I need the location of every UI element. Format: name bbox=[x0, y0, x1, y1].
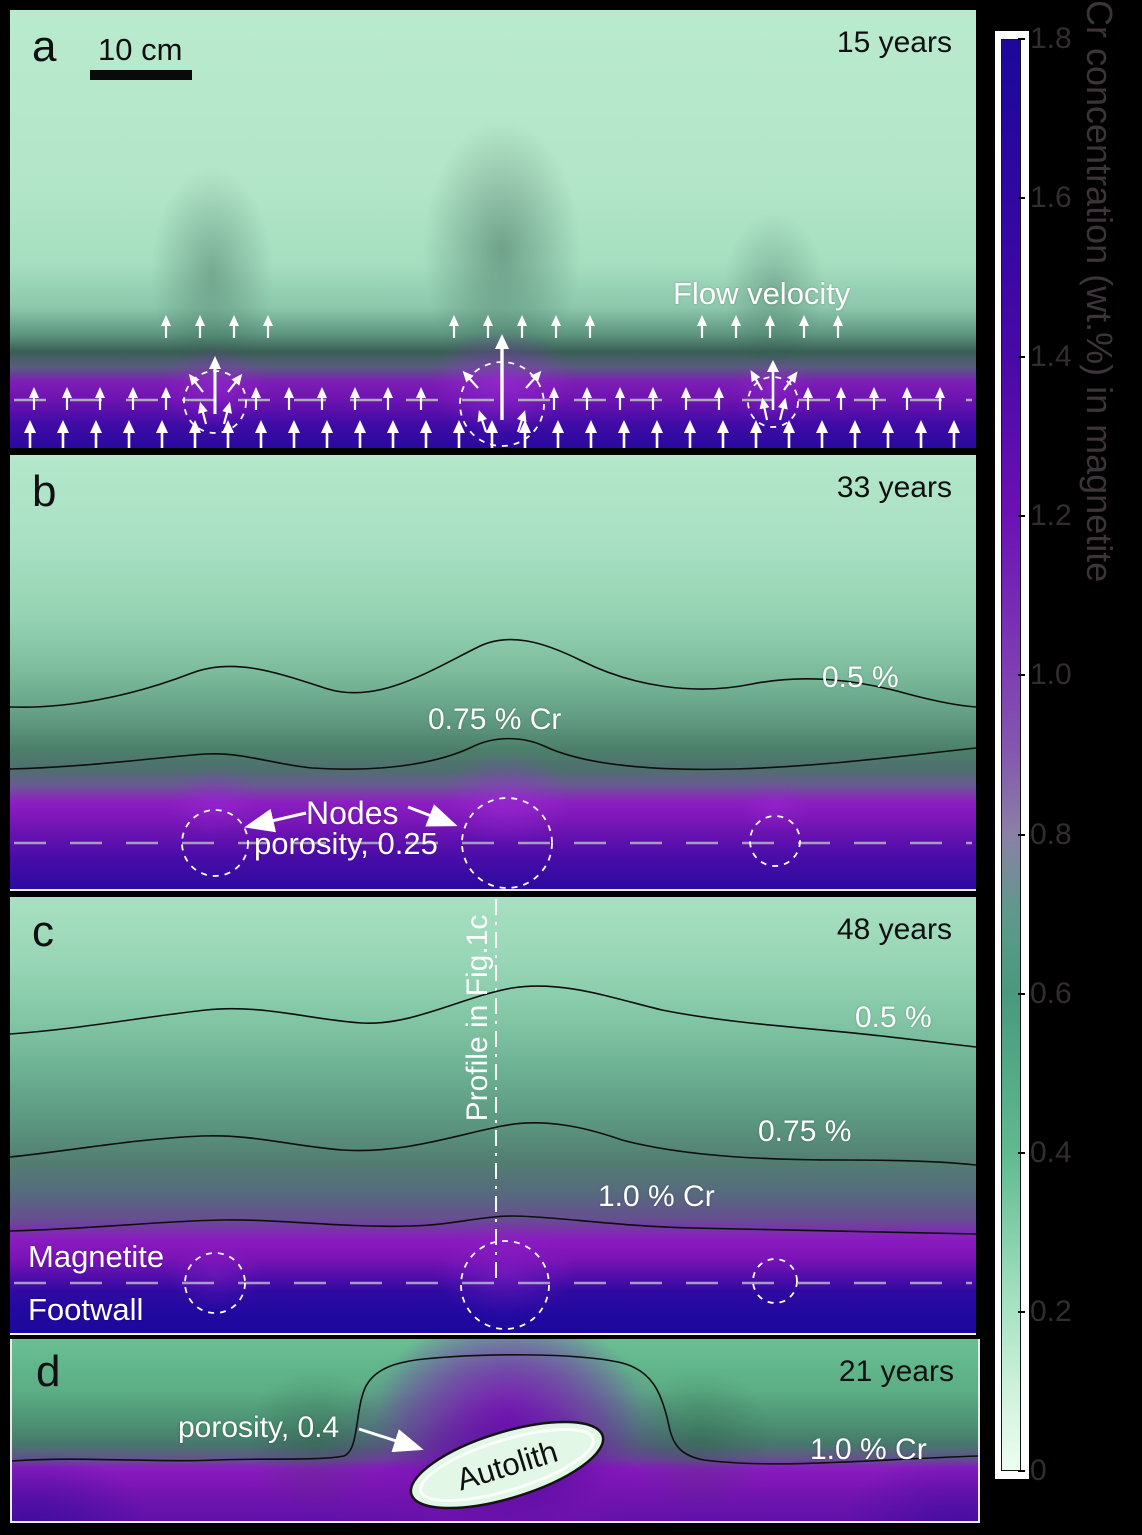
porosity-label: porosity, 0.25 bbox=[254, 826, 438, 861]
panel-d: Autolith d 21 years porosity, 0.4 1.0 % … bbox=[10, 1339, 980, 1523]
profile-label: Profile in Fig.1c bbox=[461, 914, 494, 1122]
time-label: 21 years bbox=[838, 1355, 954, 1388]
flow-arrow-row-mid-2 bbox=[249, 385, 428, 412]
panel-a-graphics bbox=[14, 313, 972, 448]
contour-label-0.5: 0.5 % bbox=[855, 1001, 932, 1034]
flow-velocity-label: Flow velocity bbox=[673, 276, 851, 311]
panel-label: a bbox=[32, 22, 57, 71]
panel-label: b bbox=[32, 467, 57, 516]
porosity-node-circle bbox=[749, 815, 801, 867]
porosity-node-circle bbox=[459, 361, 545, 447]
scalebar-label: 10 cm bbox=[98, 32, 183, 67]
colorbar-tick: 1.0 bbox=[1018, 658, 1110, 692]
porosity-node-circle bbox=[747, 376, 799, 428]
colorbar-tick: 1.6 bbox=[1018, 181, 1110, 215]
colorbar-tick: 0 bbox=[1018, 1454, 1110, 1488]
autolith: Autolith bbox=[409, 1420, 605, 1510]
contour-1.0 bbox=[10, 1215, 976, 1235]
time-label: 48 years bbox=[836, 913, 952, 946]
colorbar-tick: 1.4 bbox=[1018, 340, 1110, 374]
node-arrows-center bbox=[457, 334, 547, 435]
panel-label: d bbox=[36, 1347, 61, 1396]
porosity-node-circle bbox=[752, 1258, 798, 1304]
contour-label-1.0: 1.0 % Cr bbox=[810, 1433, 927, 1466]
magnetite-label: Magnetite bbox=[28, 1239, 165, 1274]
contour-0.5 bbox=[10, 638, 976, 709]
node-arrows-left bbox=[183, 356, 248, 427]
flow-arrow-row-bottom bbox=[22, 418, 962, 448]
colorbar-tick: 0.2 bbox=[1018, 1295, 1110, 1329]
flow-arrow-row-top-left bbox=[159, 313, 275, 340]
colorbar-tick: 0.4 bbox=[1018, 1136, 1110, 1170]
contour-label-1.0: 1.0 % Cr bbox=[598, 1180, 715, 1213]
panel-label: c bbox=[32, 907, 54, 956]
contour-0.75 bbox=[10, 737, 976, 771]
panel-a: a 10 cm 15 years Flow velocity bbox=[10, 10, 976, 448]
contour-label-0.75: 0.75 % Cr bbox=[428, 703, 562, 736]
flow-arrow-row-mid-1 bbox=[27, 385, 173, 412]
panel-b: b 33 years 0.5 % 0.75 % Cr Nodes porosit… bbox=[10, 455, 976, 891]
nodes-annotation-arrow-left bbox=[244, 808, 307, 833]
node-arrows-right bbox=[745, 360, 803, 423]
flow-arrow-row-mid-3 bbox=[547, 385, 726, 412]
flow-arrow-row-top-center bbox=[447, 313, 597, 340]
colorbar-title: Cr concentration (wt.%) in magnetite bbox=[1079, 0, 1120, 583]
porosity-node-circle bbox=[183, 370, 247, 434]
colorbar-gradient bbox=[1001, 39, 1021, 1471]
footwall-label: Footwall bbox=[28, 1292, 144, 1327]
nodes-label: Nodes bbox=[306, 795, 399, 831]
panel-c-graphics bbox=[10, 899, 976, 1330]
colorbar-tick: 0.8 bbox=[1018, 818, 1110, 852]
time-label: 33 years bbox=[836, 471, 952, 504]
colorbar-tick: 1.8 bbox=[1018, 22, 1110, 56]
time-label: 15 years bbox=[836, 26, 952, 59]
flow-arrow-row-mid-4 bbox=[801, 385, 947, 412]
flow-arrow-row-top-right bbox=[695, 313, 845, 340]
porosity-node-circle bbox=[181, 809, 249, 877]
porosity-label: porosity, 0.4 bbox=[178, 1411, 340, 1444]
contour-0.75 bbox=[10, 1122, 976, 1166]
contour-label-0.75: 0.75 % bbox=[758, 1115, 852, 1148]
contour-1.0 bbox=[12, 1354, 978, 1465]
scalebar bbox=[90, 70, 192, 80]
colorbar-tick: 1.2 bbox=[1018, 499, 1110, 533]
porosity-node-circle bbox=[460, 1240, 550, 1330]
panel-b-graphics bbox=[10, 638, 976, 889]
panel-c: c 48 years Profile in Fig.1c 0.5 % 0.75 … bbox=[10, 897, 976, 1335]
nodes-annotation-arrow-right bbox=[407, 804, 458, 827]
contour-0.5 bbox=[10, 985, 976, 1048]
porosity-node-circle bbox=[461, 797, 553, 889]
porosity-node-circle bbox=[184, 1252, 246, 1314]
porosity-annotation-arrow bbox=[358, 1427, 424, 1453]
panel-d-graphics: Autolith bbox=[12, 1354, 978, 1510]
contour-label-0.5: 0.5 % bbox=[822, 661, 899, 694]
colorbar-tick: 0.6 bbox=[1018, 977, 1110, 1011]
